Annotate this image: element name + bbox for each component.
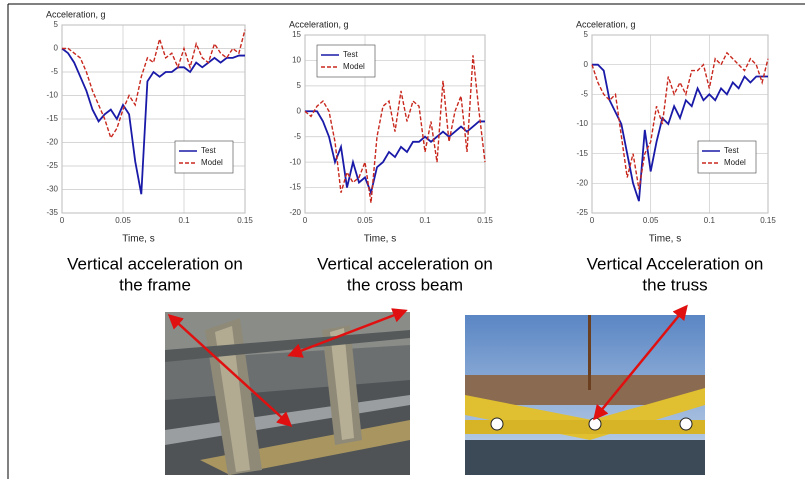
x-tick-label: 0 bbox=[590, 216, 595, 225]
y-axis-title: Acceleration, g bbox=[46, 9, 106, 19]
y-tick-label: 5 bbox=[297, 81, 302, 90]
x-axis-title: Time, s bbox=[122, 234, 154, 245]
y-tick-label: -25 bbox=[576, 208, 588, 217]
y-tick-label: 5 bbox=[584, 30, 589, 39]
legend-label: Model bbox=[724, 158, 746, 167]
y-tick-label: -5 bbox=[51, 67, 59, 76]
y-tick-label: -10 bbox=[46, 91, 58, 100]
caption: Vertical Acceleration on bbox=[587, 254, 764, 273]
photo-frame bbox=[165, 312, 410, 475]
x-tick-label: 0.1 bbox=[704, 216, 716, 225]
y-tick-label: 0 bbox=[297, 106, 302, 115]
x-tick-label: 0.15 bbox=[237, 216, 253, 225]
x-tick-label: 0.15 bbox=[760, 216, 776, 225]
x-axis-title: Time, s bbox=[649, 234, 681, 245]
x-tick-label: 0.1 bbox=[419, 216, 431, 225]
y-tick-label: -10 bbox=[576, 119, 588, 128]
x-tick-label: 0.15 bbox=[477, 216, 493, 225]
y-tick-label: 0 bbox=[54, 44, 59, 53]
y-axis-title: Acceleration, g bbox=[576, 19, 636, 29]
y-tick-label: -20 bbox=[289, 208, 301, 217]
legend-label: Model bbox=[343, 62, 365, 71]
y-tick-label: -5 bbox=[581, 89, 589, 98]
caption: the truss bbox=[642, 275, 707, 294]
legend-label: Test bbox=[724, 146, 739, 155]
y-tick-label: -10 bbox=[289, 157, 301, 166]
x-tick-label: 0 bbox=[303, 216, 308, 225]
y-tick-label: 5 bbox=[54, 20, 59, 29]
y-tick-label: -35 bbox=[46, 208, 58, 217]
caption: Vertical acceleration on bbox=[317, 254, 493, 273]
y-tick-label: 0 bbox=[584, 60, 589, 69]
y-tick-label: -20 bbox=[576, 178, 588, 187]
y-tick-label: 15 bbox=[292, 30, 301, 39]
figure: 50-5-10-15-20-25-30-3500.050.10.15Accele… bbox=[0, 0, 805, 479]
y-tick-label: -15 bbox=[289, 183, 301, 192]
x-tick-label: 0.05 bbox=[357, 216, 373, 225]
photo-truss bbox=[465, 315, 705, 475]
x-tick-label: 0 bbox=[60, 216, 65, 225]
legend-label: Test bbox=[343, 50, 358, 59]
legend-label: Test bbox=[201, 146, 216, 155]
y-tick-label: -25 bbox=[46, 161, 58, 170]
x-tick-label: 0.1 bbox=[178, 216, 190, 225]
y-tick-label: -15 bbox=[576, 149, 588, 158]
y-tick-label: -5 bbox=[294, 132, 302, 141]
y-tick-label: -15 bbox=[46, 114, 58, 123]
caption: the cross beam bbox=[347, 275, 463, 294]
x-tick-label: 0.05 bbox=[643, 216, 659, 225]
y-tick-label: 10 bbox=[292, 56, 301, 65]
x-tick-label: 0.05 bbox=[115, 216, 131, 225]
y-axis-title: Acceleration, g bbox=[289, 19, 349, 29]
caption: the frame bbox=[119, 275, 191, 294]
y-tick-label: -30 bbox=[46, 185, 58, 194]
legend-label: Model bbox=[201, 158, 223, 167]
y-tick-label: -20 bbox=[46, 138, 58, 147]
x-axis-title: Time, s bbox=[364, 234, 396, 245]
caption: Vertical acceleration on bbox=[67, 254, 243, 273]
